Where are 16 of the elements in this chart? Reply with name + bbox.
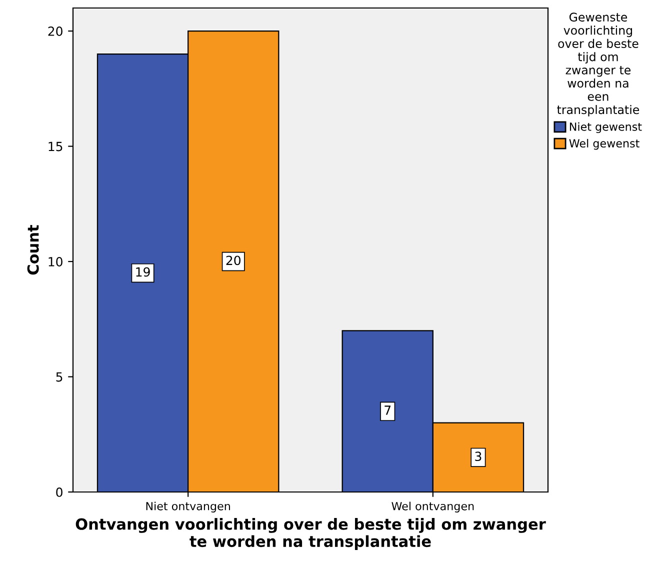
- y-tick-label: 0: [56, 487, 62, 497]
- data-label: 19: [136, 267, 150, 277]
- data-label: 3: [475, 452, 482, 462]
- data-label: 20: [226, 256, 240, 266]
- y-axis-title: Count: [27, 224, 39, 275]
- y-tick-label: 15: [48, 142, 62, 152]
- x-axis-title: Ontvangen voorlichting over de beste tijd om zwanger te worden na transplantatie: [76, 518, 546, 550]
- x-tick-label: Niet ontvangen: [146, 502, 230, 512]
- y-tick-label: 10: [48, 256, 62, 266]
- data-label: 7: [384, 406, 391, 415]
- x-tick-label: Wel ontvangen: [392, 502, 474, 512]
- legend-label: Niet gewenst: [570, 122, 642, 134]
- legend-title: Gewenste voorlichting over de beste tijd om zwanger te worden na een transplantatie: [557, 12, 640, 116]
- y-tick-label: 20: [48, 26, 62, 36]
- legend-label: Wel gewenst: [569, 138, 640, 150]
- y-tick-label: 5: [56, 372, 62, 382]
